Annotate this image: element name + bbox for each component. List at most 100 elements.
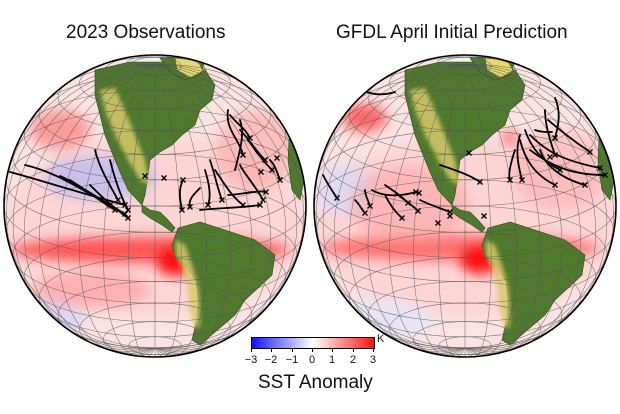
colorbar-tick (353, 348, 354, 352)
graticule-meridian (314, 63, 466, 349)
globe-prediction (314, 55, 616, 357)
hurricane-track (539, 149, 586, 186)
track-end-marker (405, 200, 411, 206)
track-end-marker (247, 135, 253, 141)
graticule-meridian (413, 64, 466, 357)
track-end-marker (519, 177, 525, 183)
graticule-meridian (464, 63, 541, 355)
track-end-marker (277, 177, 283, 183)
hurricane-track (229, 114, 251, 139)
track-end-marker (274, 155, 280, 161)
track-end-marker (587, 149, 593, 155)
track-end-marker (205, 202, 211, 208)
colorbar-title: SST Anomaly (258, 372, 373, 393)
graticule-meridian (154, 63, 298, 350)
track-end-marker (435, 220, 441, 226)
track-end-marker (125, 215, 131, 221)
hurricane-track (519, 139, 556, 186)
colorbar-tick-label: −2 (264, 354, 278, 366)
highland-andes (176, 240, 200, 330)
hurricane-track (214, 169, 244, 206)
track-end-marker (161, 175, 167, 181)
graticule-meridian (6, 63, 156, 349)
hurricane-track (239, 164, 264, 201)
track-end-marker (219, 197, 225, 203)
track-end-marker (552, 135, 558, 141)
colorbar-tick-labels: −3 −2 −1 0 1 2 3 (241, 354, 386, 368)
hurricane-track (94, 149, 119, 201)
track-end-marker (399, 215, 405, 221)
warm-anomaly-region (30, 110, 90, 150)
track-end-marker (269, 167, 275, 173)
track-end-marker (334, 195, 340, 201)
track-end-marker (602, 172, 608, 178)
hurricane-track (269, 159, 281, 181)
track-end-marker (582, 182, 588, 188)
track-end-marker (179, 207, 185, 213)
graticule-meridian (438, 64, 466, 357)
hurricane-track (366, 91, 396, 96)
hurricane-track (227, 190, 267, 196)
graticule-meridian (103, 64, 156, 357)
graticule-meridian (12, 63, 156, 350)
hurricane-track (524, 129, 561, 171)
hurricane-track (9, 171, 126, 206)
colorbar-tick-label: 2 (349, 354, 357, 366)
highland-rockies (410, 88, 460, 185)
track-end-marker (362, 210, 368, 216)
track-end-marker (115, 197, 121, 203)
track-end-marker (122, 211, 128, 217)
colorbar-tick (373, 348, 374, 352)
panel-title-prediction: GFDL April Initial Prediction (336, 22, 568, 43)
hurricane-track (209, 159, 223, 201)
track-end-marker (415, 208, 421, 214)
colorbar-unit: K (377, 333, 385, 345)
colorbar-tick-label: 3 (369, 354, 377, 366)
graticule-meridian (154, 63, 304, 349)
track-end-marker (262, 157, 268, 163)
graticule-meridian (464, 63, 616, 349)
globe-observations (4, 55, 306, 357)
graticule-meridian (4, 63, 156, 349)
track-end-marker (263, 189, 269, 195)
colorbar-tick (292, 348, 293, 352)
track-end-marker (257, 202, 263, 208)
colorbar-ticks (251, 348, 375, 353)
graticule-meridian (464, 64, 492, 357)
panel-title-observations: 2023 Observations (66, 22, 226, 43)
track-end-marker (367, 203, 373, 209)
colorbar-tick (251, 348, 252, 352)
hurricane-track (204, 169, 211, 206)
track-end-marker (466, 150, 472, 156)
hurricane-track (188, 187, 201, 208)
hurricane-track (547, 119, 591, 153)
hurricane-track (178, 179, 184, 211)
colorbar-tick-label: −1 (285, 354, 299, 366)
highland-rockies (100, 88, 150, 185)
track-end-marker (240, 152, 246, 158)
track-end-marker (547, 154, 553, 160)
warm-anomaly-region (504, 131, 516, 143)
graticule-meridian (154, 63, 231, 355)
graticule-meridian (154, 63, 306, 349)
hurricane-track (554, 97, 560, 139)
track-end-marker (180, 177, 186, 183)
highland-andes (486, 240, 510, 330)
track-end-marker (112, 207, 118, 213)
track-end-marker (122, 202, 128, 208)
track-end-marker (557, 167, 563, 173)
track-end-marker (477, 179, 483, 185)
globe-outline (3, 54, 307, 358)
colorbar-tick (271, 348, 272, 352)
graticule-meridian (464, 63, 608, 350)
hurricane-track (419, 199, 451, 213)
colorbar-tick-label: 1 (328, 354, 336, 366)
graticule-meridian (316, 63, 466, 349)
track-end-marker (240, 202, 246, 208)
track-end-marker (552, 182, 558, 188)
sst-colorbar (251, 337, 375, 349)
colorbar-tick-label: 0 (308, 354, 316, 366)
track-end-marker (125, 207, 131, 213)
track-end-marker (447, 213, 453, 219)
